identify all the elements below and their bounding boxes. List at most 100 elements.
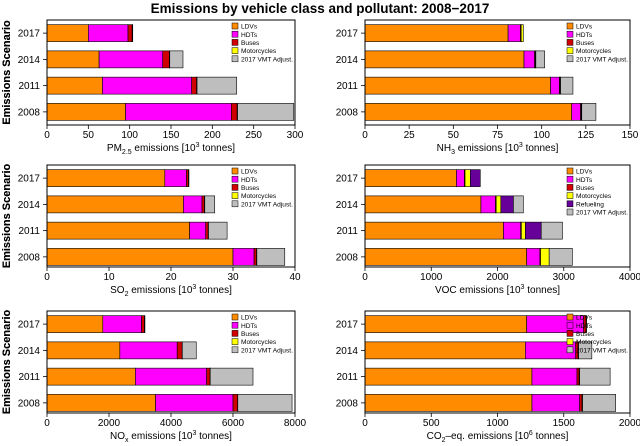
y-tick-label: 2011 (18, 81, 40, 92)
bar-2014-ldvs (46, 195, 184, 214)
legend-label-ldvs: LDVs (576, 169, 593, 176)
legend-swatch-buses (231, 39, 239, 46)
y-tick-label: 2014 (18, 346, 41, 357)
y-axis-label: Emissions Scenario (1, 163, 13, 268)
bar-2008-ldvs (364, 103, 572, 121)
legend-swatch-2017-vmt-adjust (231, 200, 239, 208)
bar-2014-hdts (480, 195, 496, 214)
legend-label-hdts: HDTs (241, 177, 258, 184)
bar-2017-hdts (102, 315, 142, 333)
bar-2008-2017-vmt-adjust (582, 394, 617, 412)
bar-2011-ldvs (364, 76, 551, 95)
x-tick-label: 0 (44, 418, 50, 429)
legend-swatch-ldvs (566, 313, 574, 321)
x-tick-label: 30 (227, 272, 239, 283)
y-tick-label: 2008 (336, 107, 359, 118)
legend-swatch-motorcycles (231, 192, 239, 199)
legend-label-hdts: HDTs (576, 323, 593, 330)
bar-2008-buses (253, 248, 257, 266)
legend-swatch-motorcycles (566, 192, 574, 199)
y-tick-label: 2014 (336, 55, 359, 66)
y-tick-label: 2014 (18, 55, 41, 66)
x-axis-label: SO2 emissions [103 tonnes] (110, 284, 232, 298)
bar-2011-buses (576, 367, 580, 386)
legend-label-ldvs: LDVs (241, 169, 258, 176)
bar-2008-buses (579, 394, 583, 412)
bar-2014-ldvs (364, 195, 482, 214)
bar-2008-ldvs (46, 248, 234, 266)
bar-2014-motorcycles (495, 195, 502, 214)
x-axis-label: VOC emissions [103 tonnes] (435, 284, 560, 296)
x-tick-label: 8000 (284, 418, 307, 429)
chart-panel-2: 2017 2014 2011 2008 0 25 50 75 100 125 150 NH3 emis… (1, 19, 639, 156)
legend-label-ldvs: LDVs (576, 24, 593, 31)
bar-2008-2017-vmt-adjust (237, 103, 295, 121)
figure-title: Emissions by vehicle class and pollutant… (150, 1, 490, 16)
bar-2014-buses (162, 50, 170, 69)
legend-swatch-motorcycles (566, 338, 574, 345)
legend-label-hdts: HDTs (576, 32, 593, 39)
legend-label-ldvs: LDVs (241, 315, 258, 322)
bar-2017-motorcycles (464, 169, 471, 187)
legend-swatch-2017-vmt-adjust (566, 208, 574, 216)
y-tick-label: 2017 (336, 174, 359, 185)
x-tick-label: 500 (423, 418, 440, 429)
bar-2014-ldvs (364, 50, 525, 69)
legend-swatch-buses (566, 39, 574, 46)
legend-label-buses: Buses (241, 185, 260, 192)
bar-2011-ldvs (46, 76, 103, 95)
bar-2011-2017-vmt-adjust (208, 221, 228, 240)
legend-label-2017-vmt-adjust: 2017 VMT Adjust. (241, 201, 293, 208)
bar-2017-hdts (456, 169, 465, 187)
bar-2011-hdts (550, 76, 560, 95)
bar-2017-buses (141, 315, 145, 333)
x-tick-label: 50 (448, 130, 460, 141)
bar-2008-motorcycles (540, 248, 550, 266)
bar-2008-ldvs (46, 103, 126, 121)
x-tick-label: 0 (362, 418, 368, 429)
bar-2014-buses (201, 195, 205, 214)
legend-label-refueling: Refueling (576, 201, 604, 208)
y-axis-label: Emissions Scenario (1, 309, 13, 414)
bar-2014-2017-vmt-adjust (578, 341, 593, 360)
bar-2008-2017-vmt-adjust (237, 394, 293, 412)
legend-swatch-hdts (566, 175, 574, 183)
bar-2017-ldvs (46, 315, 104, 333)
bar-2017-motorcycles (585, 315, 587, 333)
legend-label-hdts: HDTs (241, 323, 258, 330)
bar-2017-motorcycles (520, 24, 524, 42)
bar-2014-refueling (500, 195, 514, 214)
bar-2008-ldvs (364, 394, 533, 412)
bar-2017-ldvs (46, 24, 89, 42)
bar-2011-2017-vmt-adjust (540, 221, 563, 240)
bar-2011-2017-vmt-adjust (560, 76, 574, 95)
legend-swatch-buses (231, 330, 239, 337)
chart-panel-1: 2017 2014 2011 2008 0 50 100 150 200 250 300 PM2.5 … (1, 19, 304, 156)
bar-2011-ldvs (364, 221, 504, 240)
x-tick-label: 100 (121, 130, 138, 141)
legend-label-hdts: HDTs (576, 177, 593, 184)
y-tick-label: 2017 (18, 29, 41, 40)
bar-2011-motorcycles (521, 221, 526, 240)
legend-label-motorcycles: Motorcycles (241, 48, 277, 55)
bar-2014-buses (176, 341, 183, 360)
legend-swatch-hdts (566, 321, 574, 329)
legend-swatch-motorcycles (566, 47, 574, 54)
y-tick-label: 2011 (336, 81, 358, 92)
bar-2008-ldvs (364, 248, 527, 266)
bar-2014-hdts (523, 50, 535, 69)
bar-2011-2017-vmt-adjust (579, 367, 611, 386)
legend-label-buses: Buses (576, 40, 595, 47)
legend-swatch-buses (566, 330, 574, 337)
legend-swatch-2017-vmt-adjust (231, 346, 239, 354)
bar-2014-2017-vmt-adjust (204, 195, 216, 214)
legend-label-buses: Buses (241, 40, 260, 47)
